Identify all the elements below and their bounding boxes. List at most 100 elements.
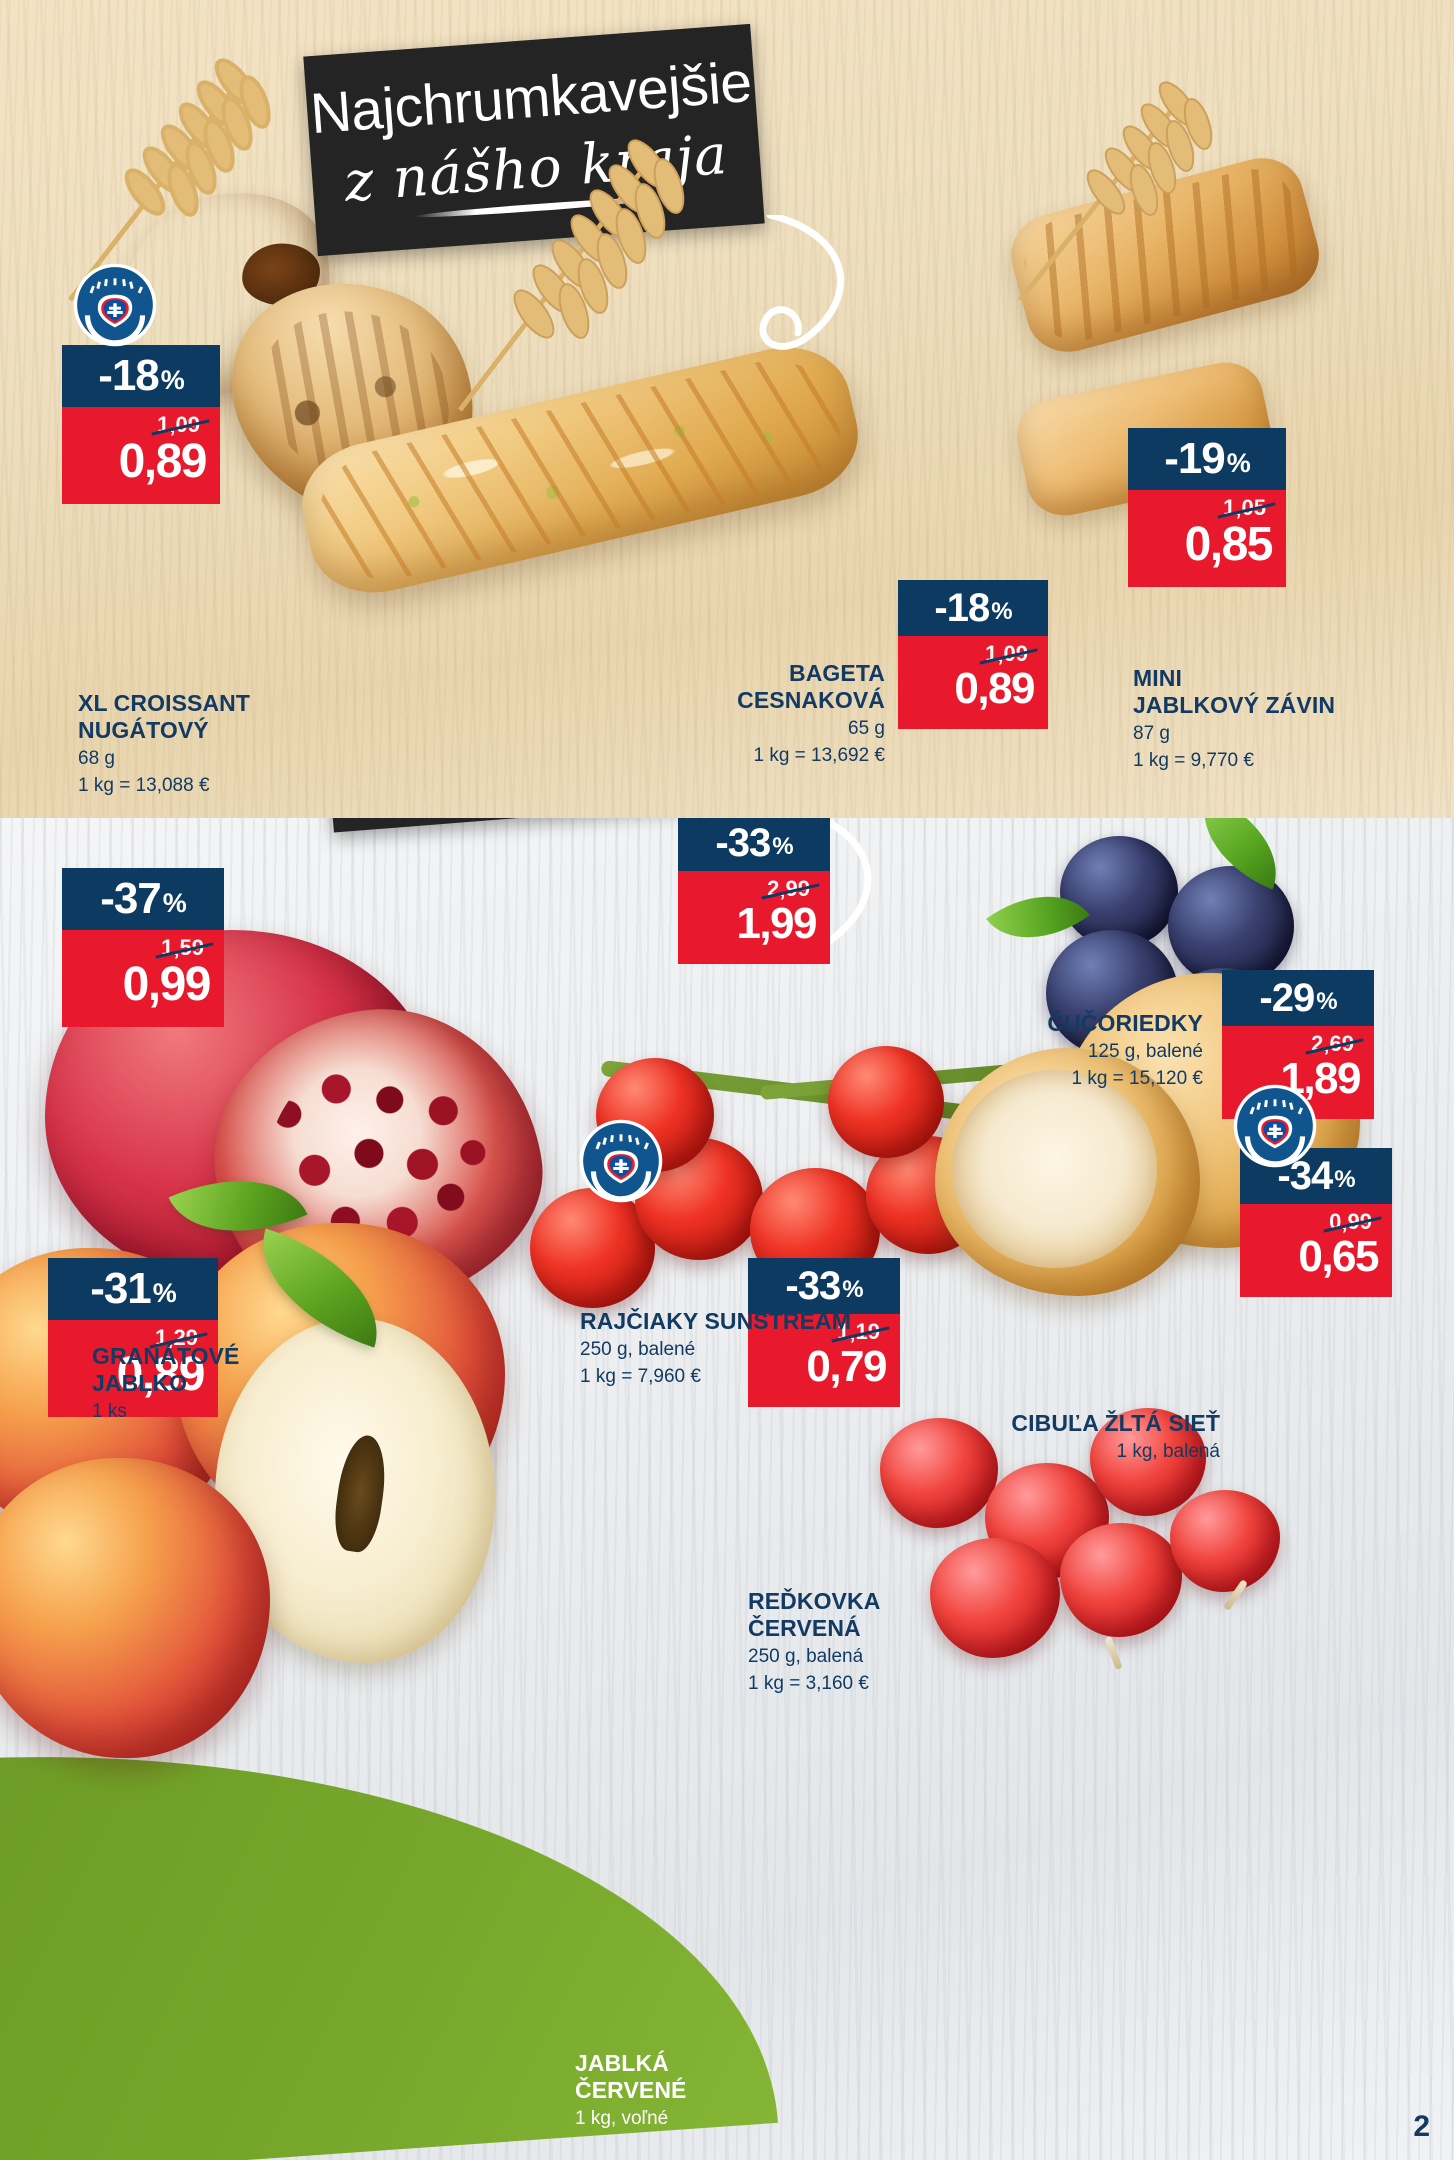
product-weight: 1 ks <box>92 1400 127 1422</box>
product-title-line2: ČERVENÉ <box>575 2076 687 2103</box>
product-title-line2: NUGÁTOVÝ <box>78 716 209 743</box>
percent-symbol: % <box>772 832 793 860</box>
discount-value: -37 <box>100 874 162 923</box>
product-label-granatove-jablko: GRANÁTOVÉ JABLKO 1 ks <box>92 1343 352 1424</box>
product-title-line2: ČERVENÁ <box>748 1614 861 1641</box>
product-weight: 87 g <box>1133 722 1170 744</box>
price-body: 0,99 0,65 <box>1240 1204 1392 1298</box>
old-price: 1,19 <box>837 1319 880 1344</box>
product-unit-price: 1 kg = 7,960 € <box>580 1365 701 1387</box>
page-number: 2 <box>1413 2110 1430 2143</box>
product-unit-price: 1 kg = 13,692 € <box>753 744 885 766</box>
tomato-image <box>530 1188 655 1308</box>
discount-value: -18 <box>98 351 160 400</box>
tag-zigzag-edge <box>898 714 1048 728</box>
old-price: 1,29 <box>155 1325 198 1350</box>
tag-zigzag-edge <box>62 1012 224 1026</box>
price-body: 1,29 0,89 <box>48 1320 218 1418</box>
slovak-quality-badge-icon <box>72 262 158 348</box>
price-body: 1,09 0,89 <box>898 636 1048 730</box>
wheat-ears-icon <box>1018 81 1213 302</box>
discount-badge: -19 % <box>1128 428 1286 490</box>
percent-symbol: % <box>152 1277 177 1308</box>
price-body: 1,05 0,85 <box>1128 490 1286 588</box>
price-tag-jablka-cervene[interactable]: -31 % 1,29 0,89 <box>48 1258 218 1418</box>
product-title-line2: JABLKO <box>92 1369 188 1396</box>
price-tag-cibula-zlta-siet[interactable]: -34 % 0,99 0,65 <box>1240 1148 1392 1298</box>
percent-symbol: % <box>842 1275 863 1303</box>
percent-symbol: % <box>162 887 187 918</box>
percent-symbol: % <box>991 597 1012 625</box>
radish-image <box>1090 1408 1206 1516</box>
old-price: 2,99 <box>767 876 810 901</box>
radish-image <box>930 1538 1060 1658</box>
product-label-mini-jablkovy-zavin: MINI JABLKOVÝ ZÁVIN 87 g 1 kg = 9,770 € <box>1133 665 1433 772</box>
new-price: 1,99 <box>736 899 817 949</box>
price-tag-redkovka-cervena[interactable]: -33 % 1,19 0,79 <box>748 1258 900 1408</box>
product-label-cibula-zlta-siet: CIBUĽA ŽLTÁ SIEŤ 1 kg, balená <box>880 1410 1220 1464</box>
product-unit-price: 1 kg = 3,160 € <box>748 1672 869 1694</box>
slovak-quality-badge-icon <box>578 1118 664 1204</box>
discount-value: -31 <box>90 1264 152 1313</box>
product-title-line2: CESNAKOVÁ <box>737 686 885 713</box>
new-price: 0,89 <box>954 664 1035 714</box>
radish-image <box>880 1418 998 1528</box>
product-weight: 1 kg, voľné <box>575 2107 669 2129</box>
product-weight: 65 g <box>848 717 885 739</box>
wheat-ears-icon <box>68 58 271 302</box>
percent-symbol: % <box>1316 987 1337 1015</box>
product-label-jablka-cervene: JABLKÁ ČERVENÉ 1 kg, voľné <box>575 2050 835 2131</box>
tag-zigzag-edge <box>678 949 830 963</box>
price-body: 1,19 0,79 <box>748 1314 900 1408</box>
product-weight: 250 g, balená <box>748 1645 864 1667</box>
product-weight: 250 g, balené <box>580 1338 696 1360</box>
discount-value: -33 <box>715 821 771 865</box>
price-body: 1,09 0,89 <box>62 407 220 505</box>
apple-core <box>330 1432 391 1556</box>
product-title-line1: GRANÁTOVÉ <box>92 1343 240 1369</box>
red-apple-image <box>0 1458 270 1758</box>
percent-symbol: % <box>1334 1165 1355 1193</box>
discount-badge: -37 % <box>62 868 224 930</box>
discount-badge: -33 % <box>678 818 830 871</box>
product-label-redkovka-cervena: REĎKOVKA ČERVENÁ 250 g, balená 1 kg = 3,… <box>748 1588 1008 1695</box>
product-unit-price: 1 kg = 9,770 € <box>1133 749 1254 771</box>
product-weight: 1 kg, balená <box>1116 1440 1220 1462</box>
blueberry-image <box>1060 836 1178 948</box>
old-price: 1,09 <box>985 641 1028 666</box>
price-tag-xl-croissant[interactable]: -18 % 1,09 0,89 <box>62 345 220 505</box>
product-title-line1: ČUČORIEDKY <box>1047 1010 1203 1036</box>
product-title-line1: RAJČIAKY SUNSTREAM <box>580 1308 852 1334</box>
product-title-line1: BAGETA <box>788 660 885 686</box>
old-price: 1,09 <box>157 412 200 437</box>
old-price: 1,05 <box>1223 495 1266 520</box>
tag-zigzag-edge <box>1128 572 1286 586</box>
product-title-line1: JABLKÁ <box>575 2050 669 2076</box>
price-tag-rajciaky-sunstream[interactable]: -33 % 2,99 1,99 <box>678 818 830 965</box>
new-price: 0,65 <box>1298 1232 1379 1282</box>
price-tag-bageta-cesnakova[interactable]: -18 % 1,09 0,89 <box>898 580 1048 730</box>
new-price: 0,89 <box>116 1348 206 1402</box>
product-weight: 68 g <box>78 747 115 769</box>
onion-cut-image <box>952 1070 1157 1268</box>
old-price: 2,69 <box>1311 1031 1354 1056</box>
product-title-line2: JABLKOVÝ ZÁVIN <box>1133 691 1336 718</box>
product-label-cucoriedky: ČUČORIEDKY 125 g, balené 1 kg = 15,120 € <box>885 1010 1203 1090</box>
product-label-xl-croissant: XL CROISSANT NUGÁTOVÝ 68 g 1 kg = 13,088… <box>78 690 358 797</box>
radish-image <box>1170 1490 1280 1592</box>
product-title-line1: CIBUĽA ŽLTÁ SIEŤ <box>1011 1410 1220 1436</box>
percent-symbol: % <box>1226 447 1251 478</box>
percent-symbol: % <box>160 364 185 395</box>
discount-badge: -18 % <box>62 345 220 407</box>
price-tag-mini-jablkovy-zavin[interactable]: -19 % 1,05 0,85 <box>1128 428 1286 588</box>
tomato-image <box>828 1046 944 1158</box>
discount-badge: -18 % <box>898 580 1048 636</box>
discount-badge: -33 % <box>748 1258 900 1314</box>
price-body: 2,99 1,99 <box>678 871 830 965</box>
new-price: 0,79 <box>806 1342 887 1392</box>
discount-value: -33 <box>785 1264 841 1308</box>
new-price: 0,85 <box>1184 518 1274 572</box>
price-tag-granatove-jablko[interactable]: -37 % 1,59 0,99 <box>62 868 224 1028</box>
product-title-line1: MINI <box>1133 665 1182 691</box>
